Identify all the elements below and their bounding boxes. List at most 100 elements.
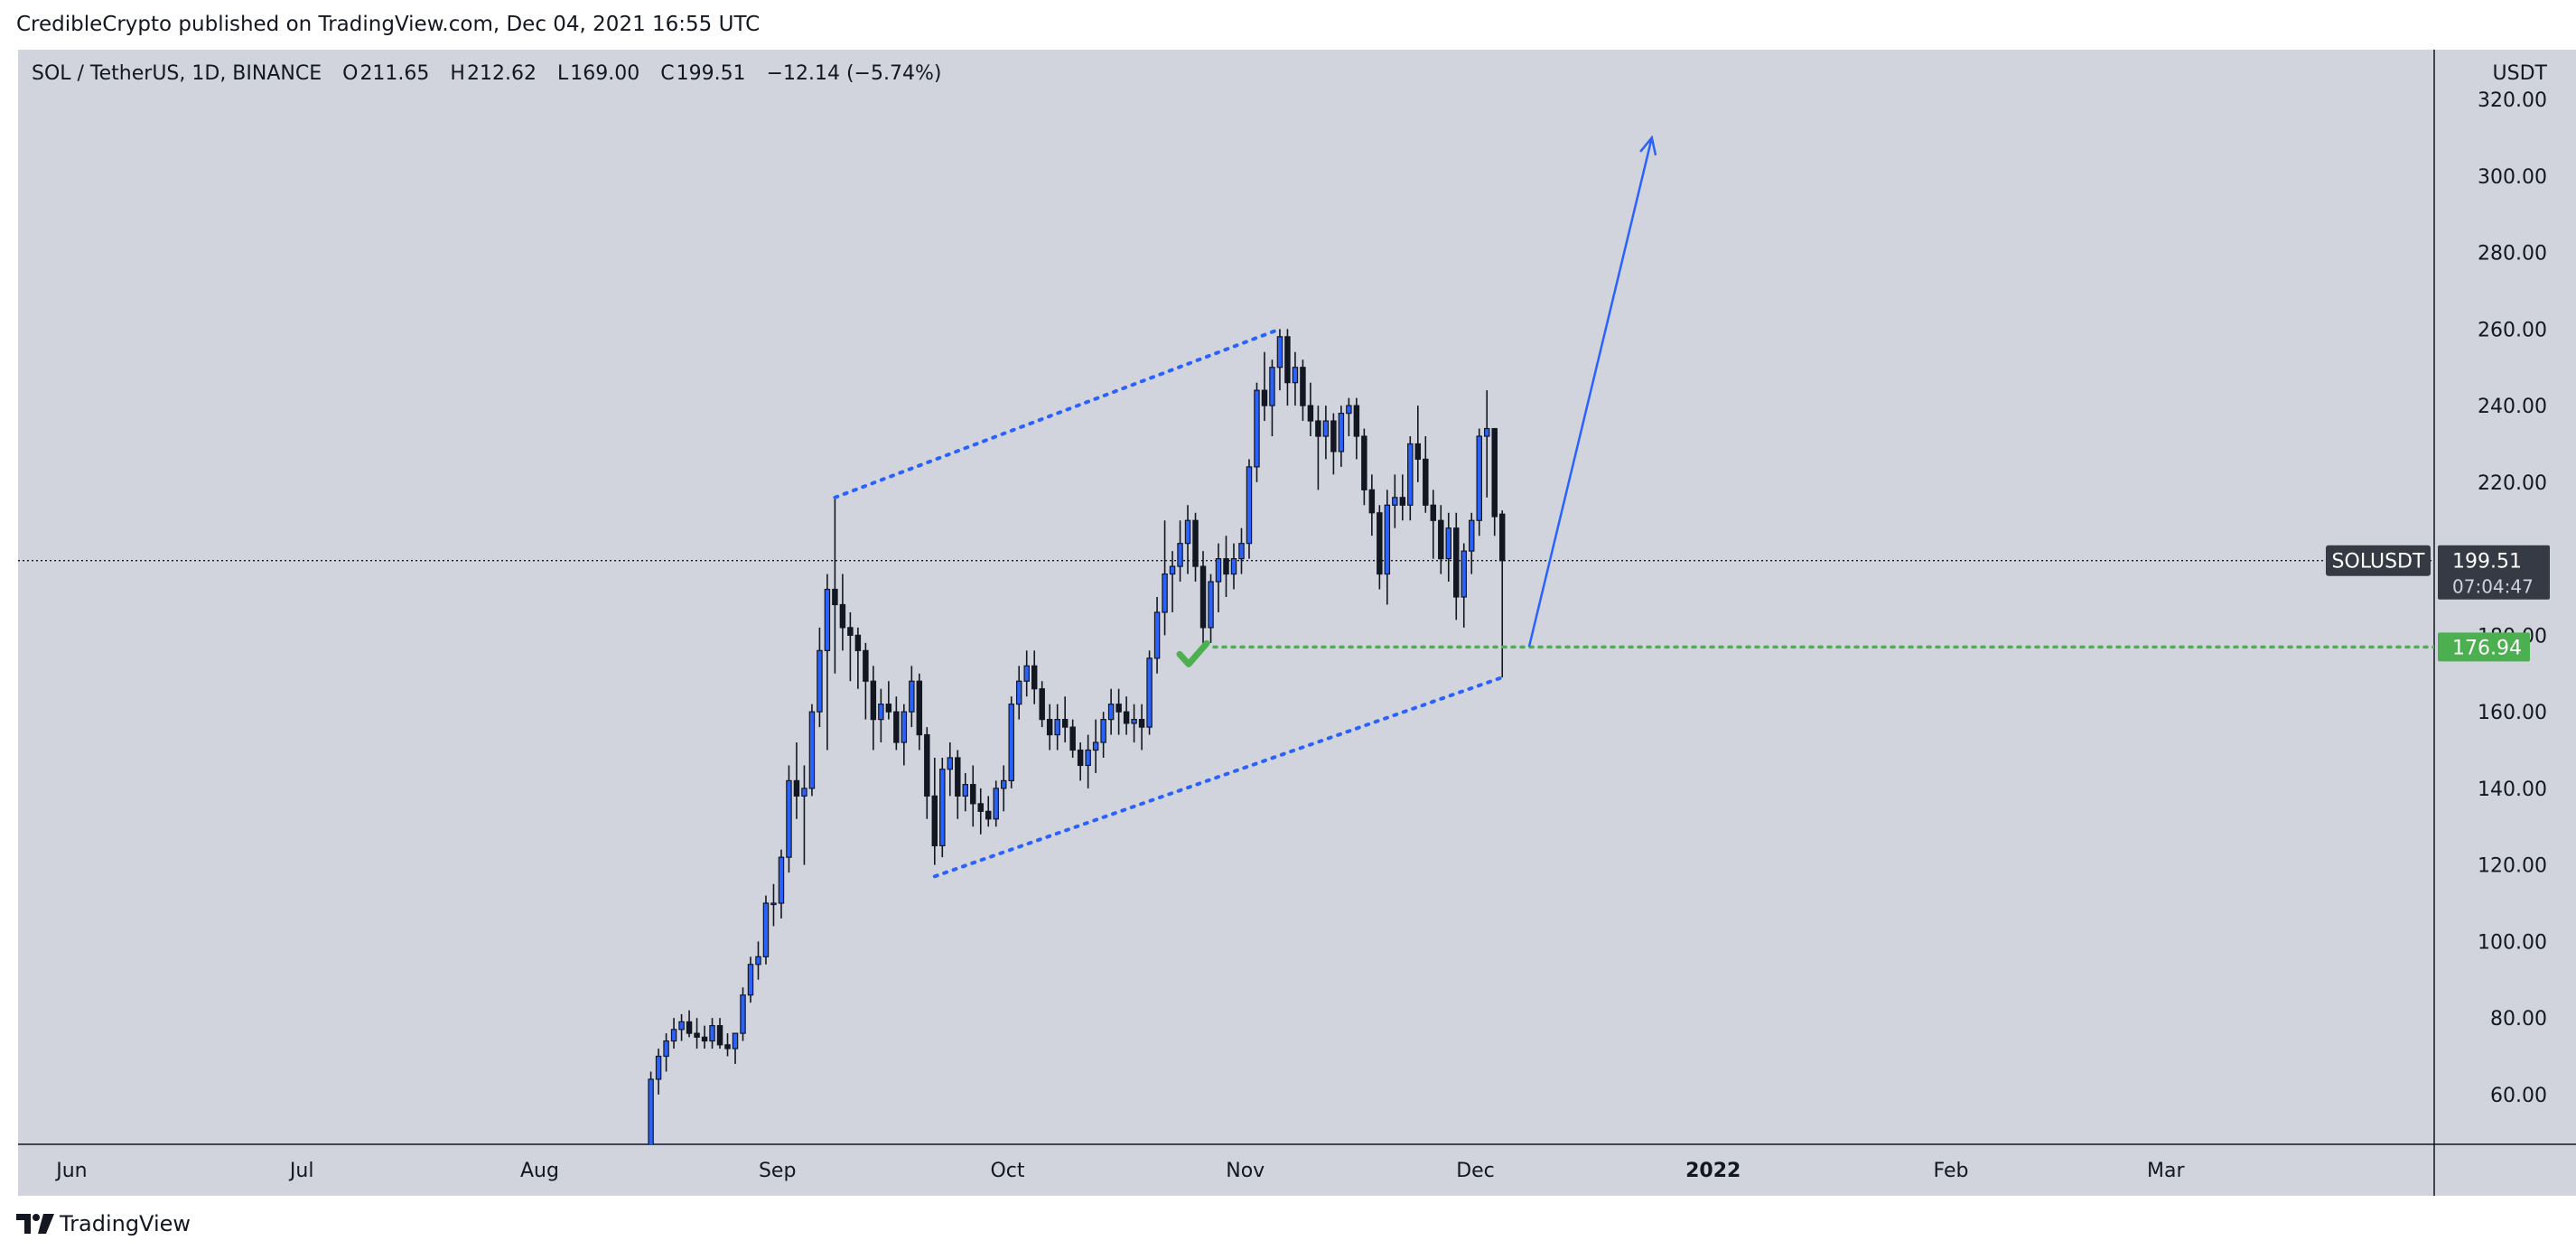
candle-body [1483,427,1490,437]
price-tick-label: 280.00 [2478,243,2547,266]
candle-body [1430,504,1437,521]
candle-body [832,588,838,606]
candle-body [1000,779,1007,789]
symbol-price-tag [2326,545,2431,576]
candle-body [762,902,770,957]
candle-body [962,784,969,797]
candle-body [1069,726,1076,751]
candle-body [985,810,992,820]
tradingview-brand[interactable]: TradingView [16,1211,191,1236]
candle-body [1184,519,1191,545]
candlestick-chart[interactable]: 60.0080.00100.00120.00140.00160.00180.00… [18,50,2576,1196]
candle-body [1469,519,1475,552]
candle-body [755,956,761,965]
support-price-tag [2438,632,2530,662]
time-tick-label: Jul [288,1160,314,1182]
candle-body [1115,704,1122,713]
candle-body [770,902,777,906]
price-axis-unit: USDT [2492,62,2547,85]
candle-body [1476,435,1482,521]
candle-body [1138,719,1145,728]
close-label: C [660,62,675,85]
time-tick-label: Nov [1226,1160,1265,1182]
candle-body [1061,719,1069,728]
change-value: −12.14 (−5.74%) [766,62,942,85]
candle-body [1269,367,1275,406]
candle-body [1123,711,1130,724]
candle-body [1368,489,1376,514]
price-tick-label: 100.00 [2478,931,2547,954]
price-tick-label: 60.00 [2490,1085,2547,1107]
time-tick-label: 2022 [1685,1160,1741,1182]
candle-body [1177,543,1183,567]
candle-body [670,1029,677,1042]
candle-body [1491,427,1498,518]
price-tick-label: 320.00 [2478,89,2547,112]
support-price-label: 176.94 [2452,637,2522,659]
candle-body [1223,558,1229,575]
candle-body [1031,665,1038,690]
candle-body [1407,443,1414,506]
candle-body [1330,420,1337,452]
candle-body [916,680,923,736]
candle-body [993,788,999,820]
candle-body [1261,389,1268,406]
open-label: O [342,62,359,85]
low-value: 169.00 [570,62,640,85]
candle-body [901,711,908,743]
last-price-value: 199.51 [2452,551,2522,574]
time-tick-label: Dec [1456,1160,1495,1182]
candle-body [786,779,792,858]
symbol-description: SOL / TetherUS, 1D, BINANCE [32,62,322,85]
candle-body [1046,719,1053,736]
candle-body [1085,749,1091,767]
price-tick-label: 300.00 [2478,166,2547,189]
candle-body [1023,665,1030,682]
candle-body [1284,336,1291,384]
last-price-tag [2438,545,2550,600]
candle-body [1276,336,1283,368]
candle-body [1254,389,1260,468]
candle-body [893,711,900,743]
candle-body [847,627,854,636]
candle-body [1146,657,1153,728]
candle-body [701,1036,708,1042]
candle-body [678,1021,685,1031]
candle-body [1315,420,1321,437]
chart-frame[interactable]: 60.0080.00100.00120.00140.00160.00180.00… [18,50,2576,1196]
candle-body [870,680,877,721]
price-tick-label: 140.00 [2478,779,2547,801]
candle-body [808,711,816,789]
time-tick-label: Feb [1934,1160,1969,1182]
candle-body [1215,558,1222,583]
candle-body [1322,420,1330,437]
close-value: 199.51 [676,62,746,85]
candle-body [1208,581,1214,629]
publisher-header: CredibleCrypto published on TradingView.… [16,13,761,36]
candle-body [854,634,862,651]
candle-body [686,1021,693,1034]
candle-body [1399,497,1406,506]
candle-body [1230,558,1237,575]
candle-body [1199,565,1207,629]
candle-body [648,1078,654,1144]
channel-lower-line [932,675,1505,879]
candle-body [947,757,954,770]
check-mark-icon [1176,639,1210,667]
candle-body [1338,412,1345,452]
candle-body [977,803,984,812]
candle-body [1307,405,1314,422]
candle-body [1461,550,1467,598]
candle-body [1392,497,1398,506]
candle-body [1015,680,1022,705]
bar-countdown: 07:04:47 [2452,576,2534,598]
time-tick-label: Sep [759,1160,796,1182]
ohlc-legend: SOL / TetherUS, 1D, BINANCE O211.65 H212… [32,62,943,85]
time-tick-label: Jun [54,1160,87,1182]
projection-arrow-line [1527,137,1654,648]
candle-body [663,1040,669,1058]
candle-body [1292,367,1299,384]
candle-body [1092,741,1099,751]
candle-body [694,1032,700,1038]
candle-body [724,1044,731,1049]
